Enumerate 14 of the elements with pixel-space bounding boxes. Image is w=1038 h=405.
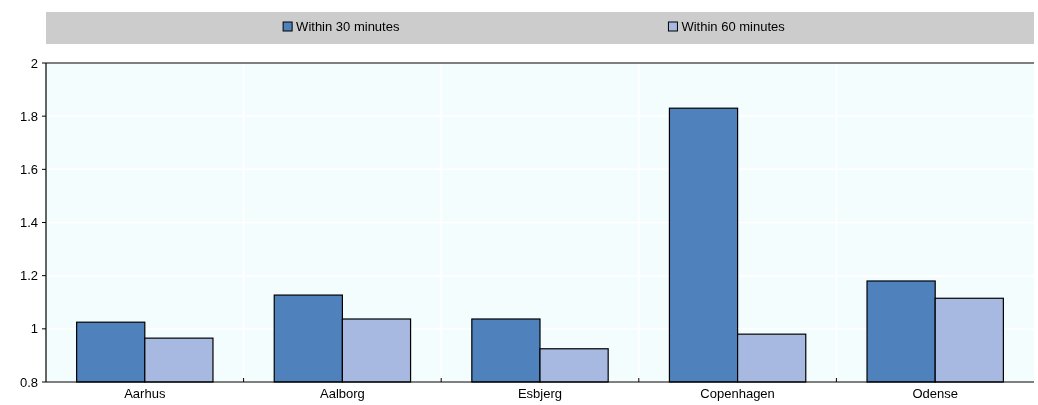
x-tick-label: Aarhus — [124, 386, 166, 401]
legend-label: Within 60 minutes — [681, 19, 786, 34]
y-tick-label: 1 — [30, 321, 38, 337]
y-tick-label: 1.4 — [19, 215, 38, 231]
y-tick-label: 2 — [30, 55, 38, 71]
x-tick-label: Aalborg — [319, 386, 365, 401]
y-tick-label: 0.8 — [19, 374, 38, 390]
y-tick-label: 1.2 — [19, 268, 38, 284]
x-tick-label: Esbjerg — [517, 386, 563, 401]
y-tick-label: 1.8 — [19, 108, 38, 124]
legend-label: Within 30 minutes — [296, 19, 400, 34]
x-tick-label: Copenhagen — [700, 386, 775, 401]
y-tick-label: 1.6 — [19, 161, 38, 177]
x-tick-label: Odense — [912, 386, 958, 401]
